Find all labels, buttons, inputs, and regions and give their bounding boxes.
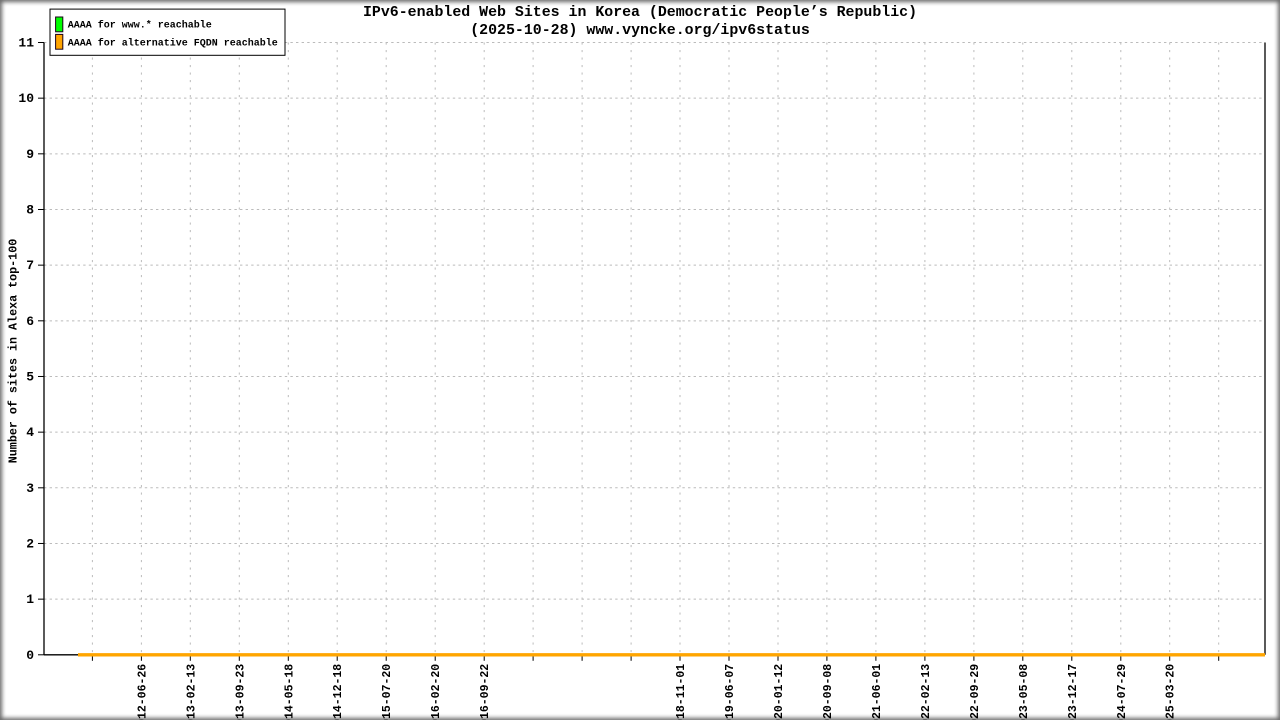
svg-text:2021-06-01: 2021-06-01 — [871, 664, 884, 720]
svg-text:2016-02-20: 2016-02-20 — [430, 664, 443, 720]
svg-text:9: 9 — [26, 147, 34, 162]
svg-text:1: 1 — [26, 592, 34, 607]
svg-text:8: 8 — [26, 202, 34, 217]
svg-text:2013-02-13: 2013-02-13 — [185, 664, 198, 720]
svg-text:IPv6-enabled Web Sites in Kore: IPv6-enabled Web Sites in Korea (Democra… — [363, 5, 917, 21]
svg-text:2022-09-29: 2022-09-29 — [969, 664, 982, 720]
svg-text:2024-07-29: 2024-07-29 — [1116, 664, 1129, 720]
svg-text:Number of sites in Alexa top-1: Number of sites in Alexa top-100 — [7, 239, 21, 463]
svg-text:2: 2 — [26, 536, 34, 551]
svg-text:5: 5 — [26, 369, 34, 384]
svg-text:10: 10 — [18, 91, 34, 106]
svg-text:11: 11 — [18, 36, 34, 51]
svg-text:AAAA for alternative FQDN reac: AAAA for alternative FQDN reachable — [68, 37, 278, 49]
svg-text:AAAA for www.* reachable: AAAA for www.* reachable — [68, 19, 212, 31]
svg-text:0: 0 — [26, 648, 34, 663]
svg-text:2014-12-18: 2014-12-18 — [332, 664, 345, 720]
svg-text:2013-09-23: 2013-09-23 — [234, 664, 247, 720]
svg-text:4: 4 — [26, 425, 34, 440]
svg-text:(2025-10-28) www.vyncke.org/ip: (2025-10-28) www.vyncke.org/ipv6status — [470, 23, 810, 39]
svg-text:2020-01-12: 2020-01-12 — [773, 664, 786, 720]
svg-text:2020-09-08: 2020-09-08 — [822, 664, 835, 720]
svg-text:2016-09-22: 2016-09-22 — [479, 664, 492, 720]
svg-text:2025-03-20: 2025-03-20 — [1165, 664, 1178, 720]
svg-text:2012-06-26: 2012-06-26 — [136, 664, 149, 720]
svg-text:2015-07-20: 2015-07-20 — [381, 664, 394, 720]
svg-text:3: 3 — [26, 481, 34, 496]
svg-text:2023-05-08: 2023-05-08 — [1018, 664, 1031, 720]
svg-text:2023-12-17: 2023-12-17 — [1067, 664, 1080, 720]
svg-text:6: 6 — [26, 314, 34, 329]
svg-text:2022-02-13: 2022-02-13 — [920, 664, 933, 720]
svg-text:7: 7 — [26, 258, 34, 273]
svg-text:2014-05-18: 2014-05-18 — [283, 664, 296, 720]
svg-text:2018-11-01: 2018-11-01 — [675, 664, 688, 720]
svg-text:2019-06-07: 2019-06-07 — [724, 664, 737, 720]
